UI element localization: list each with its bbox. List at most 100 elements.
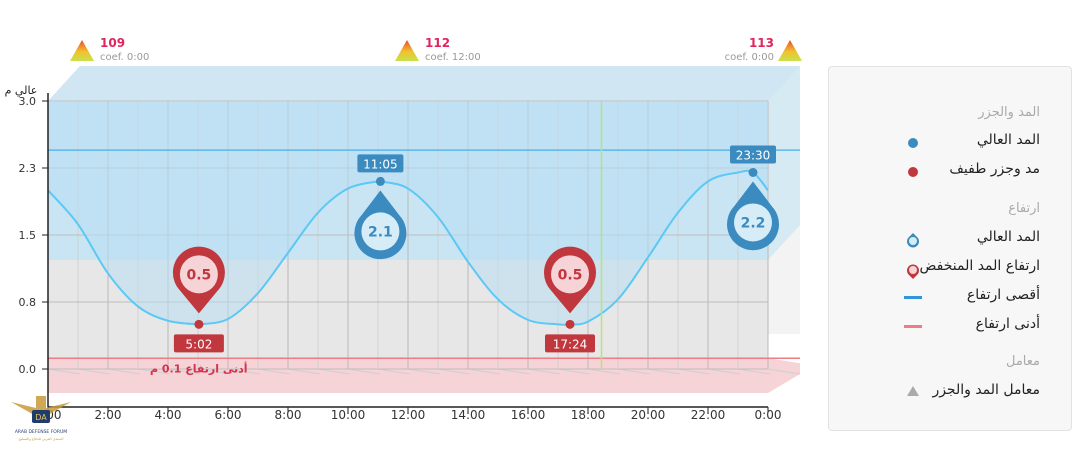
tide-chart: 3.0 2.3 1.5 0.8 0.0 عالي م 0:00 2:00 4:00 6:00 8:0…	[5, 36, 802, 422]
x-tick-label: 14:00	[451, 408, 486, 422]
legend-label-coef: معامل المد والجزر	[932, 382, 1040, 398]
min-height-label: أدنى ارتفاع 0.1 م	[150, 361, 248, 375]
grid-floor-line	[257, 368, 291, 375]
low-tide-time-box	[173, 334, 224, 353]
low-tide-time: 17:24	[553, 337, 588, 351]
x-tick-label: 4:00	[155, 408, 182, 422]
grid-floor-line	[77, 368, 111, 375]
grid-floor-line	[197, 368, 231, 375]
grid-floor-line	[317, 368, 351, 375]
low-tide-dot-icon	[908, 167, 918, 177]
y-tick-label: 1.5	[19, 229, 37, 242]
high-tide-marker: 11:05 2.1	[354, 154, 407, 260]
legend-item-high-tide[interactable]: المد العالي	[977, 132, 1040, 148]
high-tide-height: 2.1	[368, 224, 393, 240]
grid-floor-line	[707, 368, 741, 375]
legend-label-high-height: المد العالي	[976, 229, 1040, 245]
low-tide-dot	[194, 319, 204, 329]
coefficient-label: coef. 0:00	[100, 52, 149, 63]
high-tide-time-box	[730, 145, 776, 164]
grid-floor-line	[437, 368, 471, 375]
grid-floor-line	[587, 368, 621, 375]
min-height-line-icon	[904, 325, 922, 328]
high-tide-pin-inner	[734, 203, 772, 242]
coefficient-triangle-icon	[907, 386, 919, 396]
grid-floor-line	[287, 368, 321, 375]
y-tick-label: 3.0	[19, 95, 37, 108]
grid-floor-line	[137, 368, 171, 375]
high-tide-time: 23:30	[736, 148, 771, 162]
high-zone-band-3d	[48, 66, 800, 261]
tide-curve-line	[47, 169, 769, 326]
coefficient-value: 113	[749, 36, 774, 50]
low-tide-dot	[565, 319, 575, 329]
y-tick-label: 2.3	[19, 162, 37, 175]
grid-floor-line	[467, 368, 501, 375]
high-tide-pin-inner	[361, 212, 400, 251]
watermark-abbr: DA	[35, 413, 47, 422]
low-tide-height: 0.5	[186, 267, 211, 283]
grid-floor-line	[407, 368, 441, 375]
low-tide-pin-inner	[179, 255, 218, 294]
high-tide-height: 2.2	[741, 215, 766, 231]
low-height-pin-icon	[907, 264, 919, 279]
y-tick-label: 0.0	[19, 363, 37, 376]
x-tick-label: 10:00	[331, 408, 366, 422]
low-tide-time-box	[545, 334, 595, 353]
legend-label-low-tide: مد وجزر طفيف	[949, 161, 1040, 177]
legend-item-low-tide[interactable]: مد وجزر طفيف	[949, 161, 1040, 177]
grid-floor-line	[167, 368, 201, 375]
legend-section-coef: معامل	[1005, 354, 1040, 369]
high-tide-time: 11:05	[363, 157, 398, 171]
legend-item-low-height[interactable]: ارتفاع المد المنخفض	[920, 258, 1041, 274]
x-tick-label: 8:00	[275, 408, 302, 422]
low-tide-marker: 0.5 5:02	[172, 246, 225, 353]
watermark-logo: DA ARAB DEFENSE FORUM المنتدى العربي للد…	[6, 396, 76, 446]
legend-item-coef[interactable]: معامل المد والجزر	[932, 382, 1040, 398]
y-axis-title: عالي م	[5, 84, 38, 97]
grid-floor-line	[107, 368, 141, 375]
high-tide-dot	[748, 167, 758, 177]
grid-floor-line	[557, 368, 591, 375]
legend-section-height: ارتفاع	[1008, 201, 1040, 216]
grid-floor-line	[227, 368, 261, 375]
x-tick-label: 20:00	[631, 408, 666, 422]
legend-item-max-height[interactable]: أقصى ارتفاع	[967, 287, 1040, 303]
high-tide-dot-icon	[908, 138, 918, 148]
legend-item-high-height[interactable]: المد العالي	[977, 229, 1040, 245]
legend-symbols	[904, 138, 922, 396]
high-height-pin-icon	[907, 233, 919, 248]
legend-section-tides: المد والجزر	[978, 105, 1040, 120]
low-tide-marker: 0.5 17:24	[544, 246, 597, 353]
grid-floor-line	[767, 368, 801, 375]
legend-label-low-height: ارتفاع المد المنخفض	[919, 258, 1041, 274]
x-tick-label: 18:00	[571, 408, 606, 422]
x-tick-label: 6:00	[215, 408, 242, 422]
low-tide-pin-inner	[551, 255, 589, 294]
min-height-zone	[48, 358, 800, 393]
grid-floor-line	[647, 368, 681, 375]
grid-floor-line	[377, 368, 411, 375]
legend-item-min-height[interactable]: أدنى ارتفاع	[976, 316, 1040, 332]
watermark-name: ARAB DEFENSE FORUM	[15, 429, 67, 435]
coefficient-label: coef. 12:00	[425, 52, 481, 63]
legend-label-min-height: أدنى ارتفاع	[975, 316, 1040, 332]
grid-floor-line	[497, 368, 531, 375]
low-tide-time: 5:02	[185, 337, 212, 351]
grid-floor-line	[527, 368, 561, 375]
legend-label-max-height: أقصى ارتفاع	[966, 287, 1040, 303]
coefficient-marker: 113 coef. 0:00	[725, 36, 802, 63]
y-tick-label: 0.8	[19, 296, 37, 309]
grid-floor-line	[617, 368, 651, 375]
grid-floor-line	[47, 368, 81, 375]
x-tick-label: 12:00	[391, 408, 426, 422]
coefficient-triangle-icon	[395, 40, 419, 61]
coefficient-triangle-icon	[778, 40, 802, 61]
coefficient-marker: 112 coef. 12:00	[395, 36, 481, 63]
high-tide-marker: 23:30 2.2	[727, 145, 779, 251]
coefficient-marker: 109 coef. 0:00	[70, 36, 149, 63]
high-tide-time-box	[357, 154, 404, 173]
grid-floor-line	[677, 368, 711, 375]
coefficient-triangle-icon	[70, 40, 94, 61]
coefficient-value: 112	[425, 36, 450, 50]
